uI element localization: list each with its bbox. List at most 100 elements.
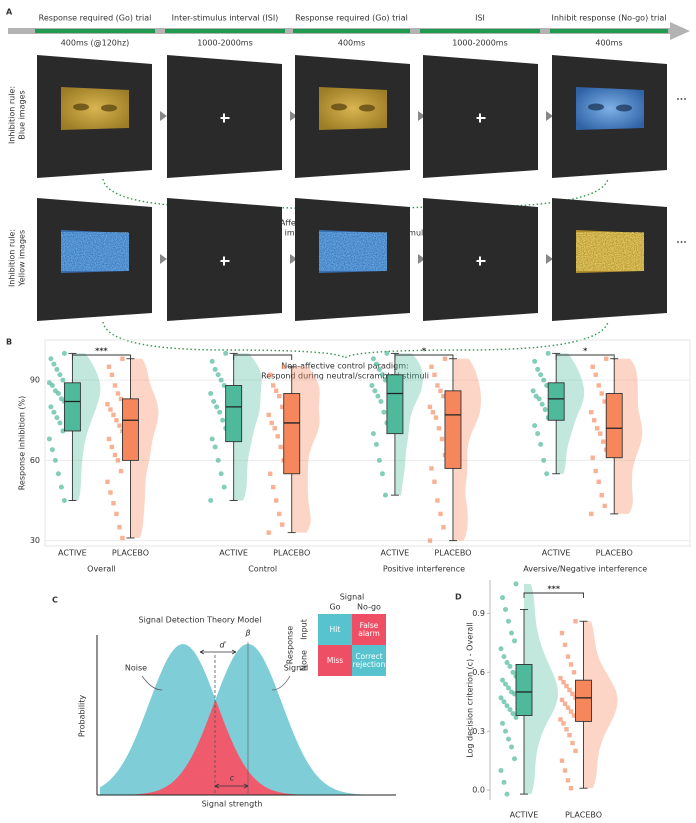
data-point (504, 660, 510, 665)
data-point (565, 705, 571, 710)
data-point (564, 727, 569, 732)
flow-arrow (290, 111, 297, 121)
data-point (538, 372, 544, 378)
table-cell (352, 645, 386, 676)
series-label: PLACEBO (596, 549, 633, 558)
timeline-segment (165, 29, 285, 33)
data-point (379, 471, 385, 477)
table-cell-text: Correct rejection (353, 652, 386, 668)
data-point (432, 372, 437, 377)
phase-label: Response required (Go) trial (295, 14, 408, 23)
data-point (441, 393, 446, 399)
significance-bracket (233, 354, 293, 360)
data-point (558, 676, 563, 681)
data-point (266, 530, 271, 535)
data-point (589, 511, 594, 517)
data-point (60, 377, 66, 383)
data-point (57, 420, 63, 426)
data-point (590, 455, 595, 460)
data-point (372, 388, 378, 394)
data-point (500, 595, 505, 601)
series-label: PLACEBO (565, 811, 602, 820)
data-point (561, 679, 566, 685)
data-point (561, 721, 566, 726)
overlap (100, 700, 392, 795)
data-point (370, 356, 376, 362)
data-point (117, 423, 122, 428)
fixation-v (479, 256, 481, 266)
phase-duration: 400ms (338, 39, 365, 48)
data-point (220, 417, 226, 423)
box (225, 385, 243, 443)
eye (359, 104, 375, 112)
group-label: Aversive/Negative interference (523, 565, 647, 574)
timeline-arrow (670, 22, 690, 40)
data-point (598, 431, 603, 436)
data-point (115, 458, 121, 463)
y-tick-label: 0.3 (472, 727, 485, 736)
data-point (112, 383, 118, 388)
data-point (595, 426, 600, 431)
y-axis-label: Probability (78, 695, 87, 738)
fixation-v (223, 113, 225, 123)
data-point (105, 479, 110, 484)
d-prime-label: d′ (220, 641, 227, 650)
data-point (61, 350, 67, 356)
ellipsis-dot (677, 98, 679, 100)
data-point (55, 471, 61, 477)
significance: * (583, 347, 588, 356)
data-point (215, 372, 221, 378)
data-point (501, 699, 507, 705)
box (547, 382, 565, 421)
data-point (208, 391, 214, 397)
rule-title: Inhibition rule: (8, 86, 17, 144)
data-point (217, 409, 223, 415)
series-label: ACTIVE (510, 811, 539, 820)
data-point (539, 401, 545, 407)
series-label: ACTIVE (381, 549, 410, 558)
data-point (271, 484, 276, 490)
c-label: c (230, 774, 235, 783)
data-point (506, 736, 511, 742)
series-label: PLACEBO (273, 549, 310, 558)
data-point (506, 685, 511, 691)
rule: Blue images (18, 90, 27, 139)
data-point (438, 511, 443, 517)
data-point (506, 618, 511, 624)
face-image (319, 87, 387, 130)
y-tick-label: 0.9 (472, 609, 485, 618)
data-point (438, 388, 443, 394)
table-cell-text: Miss (327, 656, 343, 664)
paradigm-brace (102, 178, 609, 217)
significance-bracket (523, 592, 584, 598)
data-point (54, 366, 60, 372)
phase-label: Inter-stimulus interval (ISI) (172, 14, 279, 23)
ellipsis-dot (680, 241, 683, 243)
data-point (375, 393, 381, 399)
data-point (538, 441, 544, 447)
data-point (573, 619, 578, 624)
table-row: Input (300, 619, 309, 640)
table-row-title: Response (286, 626, 295, 665)
data-point (277, 393, 282, 399)
y-tick-label: 60 (30, 456, 40, 465)
data-point (106, 364, 112, 369)
eye (73, 103, 89, 111)
significance: *** (95, 347, 108, 356)
data-point (106, 436, 112, 442)
data-point (378, 399, 384, 405)
table-cell (352, 614, 386, 645)
data-point (379, 372, 385, 378)
data-point (512, 638, 517, 644)
data-point (214, 404, 220, 410)
data-point (541, 377, 547, 383)
flow-arrow (546, 254, 553, 264)
data-point (498, 695, 504, 701)
significance: * (422, 347, 427, 356)
ellipsis-dot (677, 241, 679, 243)
data-point (589, 410, 594, 415)
table-cell-text: Hit (330, 625, 341, 633)
data-point (532, 423, 538, 429)
data-point (441, 525, 446, 530)
data-point (602, 399, 607, 404)
